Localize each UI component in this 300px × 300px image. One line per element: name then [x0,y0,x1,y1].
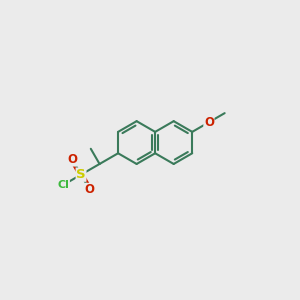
Text: S: S [76,168,86,181]
Text: O: O [204,116,214,129]
Text: O: O [85,183,95,196]
Text: Cl: Cl [58,180,69,190]
Text: O: O [67,153,77,166]
